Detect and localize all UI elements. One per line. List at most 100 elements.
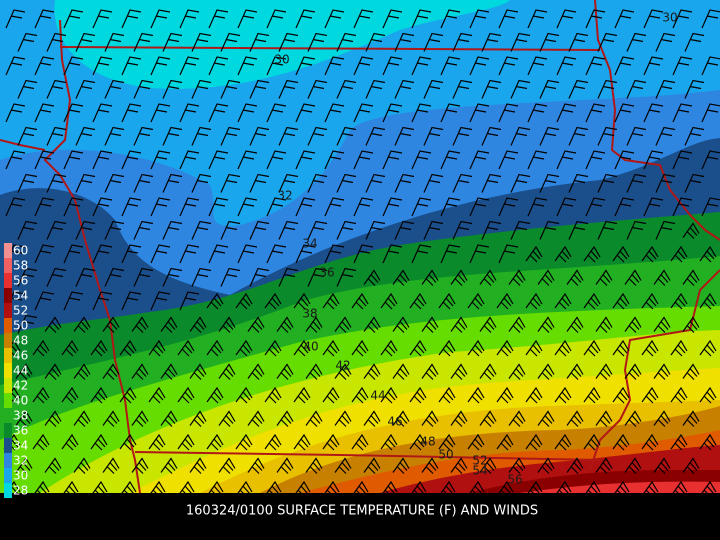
border bbox=[59, 46, 601, 51]
wind-barb bbox=[496, 433, 514, 451]
wind-barb bbox=[63, 9, 84, 29]
wind-barb bbox=[206, 292, 224, 310]
wind-barb bbox=[121, 103, 142, 123]
wind-barb bbox=[75, 220, 96, 240]
wind-barb bbox=[235, 433, 253, 451]
wind-barb bbox=[15, 410, 33, 427]
legend-label: 30 bbox=[13, 469, 28, 483]
wind-barb bbox=[17, 314, 38, 334]
contour-label: 50 bbox=[438, 448, 453, 462]
wind-barb bbox=[90, 339, 108, 357]
wind-barb bbox=[566, 410, 584, 427]
wind-barb bbox=[104, 126, 125, 146]
wind-barb bbox=[131, 410, 149, 427]
wind-barb bbox=[701, 56, 720, 76]
wind-barb bbox=[498, 150, 519, 170]
wind-barb bbox=[235, 480, 253, 498]
wind-barb bbox=[220, 79, 241, 99]
wind-barb bbox=[568, 126, 589, 146]
wind-barb bbox=[568, 79, 589, 99]
wind-barb bbox=[421, 269, 439, 286]
wind-barb bbox=[699, 433, 717, 451]
wind-barb bbox=[46, 173, 67, 193]
wind-barb bbox=[191, 79, 212, 99]
wind-barb bbox=[249, 126, 270, 146]
wind-barb bbox=[672, 150, 693, 170]
wind-barb bbox=[162, 126, 183, 146]
wind-barb bbox=[583, 245, 601, 263]
wind-barb bbox=[34, 56, 55, 76]
wind-barb bbox=[264, 386, 282, 404]
wind-barb bbox=[191, 32, 212, 52]
wind-barb bbox=[5, 150, 26, 170]
wind-barb bbox=[597, 126, 618, 146]
wind-barb bbox=[380, 292, 398, 310]
wind-barb bbox=[90, 433, 108, 451]
legend-swatch bbox=[4, 408, 12, 423]
wind-barb bbox=[177, 339, 195, 357]
wind-barb bbox=[162, 267, 183, 287]
legend-swatch bbox=[4, 288, 12, 303]
legend-label: 28 bbox=[13, 484, 28, 498]
wind-barb bbox=[612, 386, 630, 404]
wind-barb bbox=[481, 32, 502, 52]
wind-barb bbox=[73, 316, 91, 333]
wind-barb bbox=[392, 363, 410, 380]
wind-barb bbox=[394, 126, 415, 146]
wind-barb bbox=[450, 269, 468, 286]
legend-label: 46 bbox=[13, 349, 28, 363]
wind-barb bbox=[670, 480, 688, 498]
wind-barb bbox=[34, 103, 55, 123]
wind-barb bbox=[336, 79, 357, 99]
wind-barb bbox=[614, 103, 635, 123]
wind-barb bbox=[595, 410, 613, 427]
wind-barb bbox=[237, 56, 258, 76]
wind-barb bbox=[421, 457, 439, 474]
wind-barb bbox=[363, 269, 381, 286]
wind-barb bbox=[556, 56, 577, 76]
wind-barb bbox=[409, 292, 427, 310]
wind-barb bbox=[32, 433, 50, 451]
wind-barb bbox=[150, 56, 171, 76]
wind-barb bbox=[614, 197, 635, 217]
wind-barb bbox=[467, 292, 485, 310]
wind-barb bbox=[235, 292, 253, 310]
wind-barb bbox=[133, 267, 154, 287]
wind-barb bbox=[295, 9, 316, 29]
wind-barb bbox=[34, 244, 55, 264]
wind-barb bbox=[131, 316, 149, 333]
wind-barb bbox=[498, 56, 519, 76]
wind-barb bbox=[247, 410, 265, 427]
legend-label: 50 bbox=[13, 319, 28, 333]
wind-barb bbox=[450, 363, 468, 380]
wind-barb bbox=[699, 292, 717, 310]
wind-barb bbox=[17, 220, 38, 240]
wind-barb bbox=[469, 197, 490, 217]
wind-barb bbox=[643, 9, 664, 29]
contour-label: 40 bbox=[303, 340, 318, 354]
wind-barb bbox=[672, 56, 693, 76]
wind-barb bbox=[392, 316, 410, 333]
wind-barb bbox=[510, 126, 531, 146]
wind-barb bbox=[177, 433, 195, 451]
wind-barb bbox=[701, 9, 720, 29]
wind-barb bbox=[568, 32, 589, 52]
wind-barb bbox=[699, 386, 717, 404]
wind-barb bbox=[235, 386, 253, 404]
wind-barb bbox=[305, 410, 323, 427]
wind-barb bbox=[392, 410, 410, 427]
wind-barb bbox=[537, 363, 555, 380]
wind-barb bbox=[423, 79, 444, 99]
wind-barb bbox=[189, 316, 207, 333]
contour-label: 44 bbox=[370, 389, 385, 403]
border bbox=[589, 269, 720, 471]
wind-barb bbox=[365, 173, 386, 193]
legend-swatch bbox=[4, 363, 12, 378]
wind-barb bbox=[63, 291, 84, 311]
wind-barb bbox=[655, 79, 676, 99]
wind-barb bbox=[701, 150, 720, 170]
wind-barb bbox=[63, 56, 84, 76]
wind-barb bbox=[556, 150, 577, 170]
wind-barb bbox=[566, 316, 584, 333]
